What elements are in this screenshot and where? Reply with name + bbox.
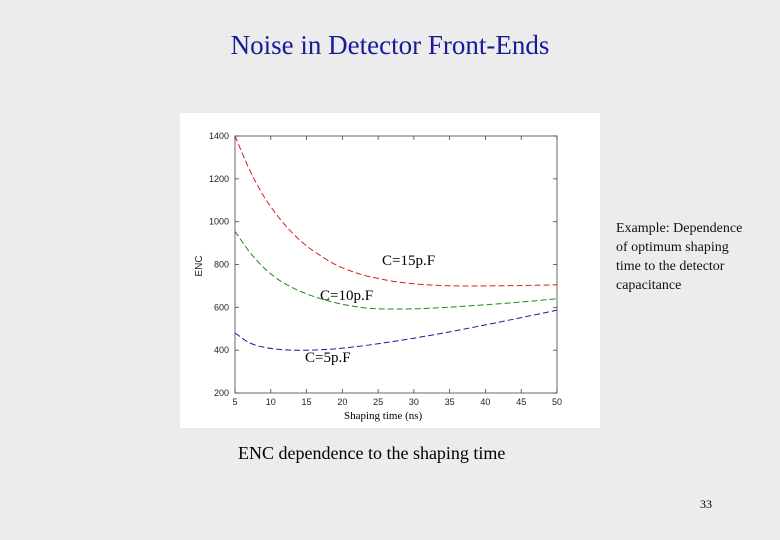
y-tick-label: 800	[214, 260, 229, 270]
curve-label-c10: C=10p.F	[320, 288, 374, 304]
y-tick-label: 400	[214, 345, 229, 355]
enc-chart: 200 400 600 800 1000 1200 1400 5 10 15 20 25 30 35 40 4…	[180, 113, 600, 428]
x-tick-label: 50	[552, 397, 562, 407]
y-axis-title: ENC	[194, 255, 205, 276]
x-tick-label: 25	[373, 397, 383, 407]
chart-svg: 200 400 600 800 1000 1200 1400 5 10 15 20 25 30 35 40 4…	[194, 131, 562, 407]
x-tick-label: 10	[266, 397, 276, 407]
series-line-1	[234, 231, 558, 310]
x-axis-title: Shaping time (ns)	[342, 410, 425, 422]
curve-label-c15: C=15p.F	[382, 253, 436, 269]
x-tick-label: 15	[302, 397, 312, 407]
slide-caption: ENC dependence to the shaping time	[238, 443, 506, 463]
series-line-2	[234, 309, 558, 351]
y-tick-label: 1200	[209, 174, 229, 184]
slide-title: Noise in Detector Front-Ends	[230, 30, 550, 60]
side-note: Example: Dependence of optimum shaping t…	[616, 221, 743, 293]
page-number: 33	[700, 497, 712, 511]
y-tick-label: 1000	[209, 217, 229, 227]
x-tick-label: 5	[232, 397, 237, 407]
x-tick-label: 35	[445, 397, 455, 407]
x-tick-label: 30	[409, 397, 419, 407]
curve-label-c5: C=5p.F	[305, 350, 351, 366]
x-tick-label: 20	[337, 397, 347, 407]
series-line-0	[234, 135, 558, 287]
y-tick-label: 1400	[209, 131, 229, 141]
y-tick-label: 200	[214, 388, 229, 398]
y-tick-label: 600	[214, 302, 229, 312]
x-tick-label: 40	[480, 397, 490, 407]
x-tick-label: 45	[516, 397, 526, 407]
